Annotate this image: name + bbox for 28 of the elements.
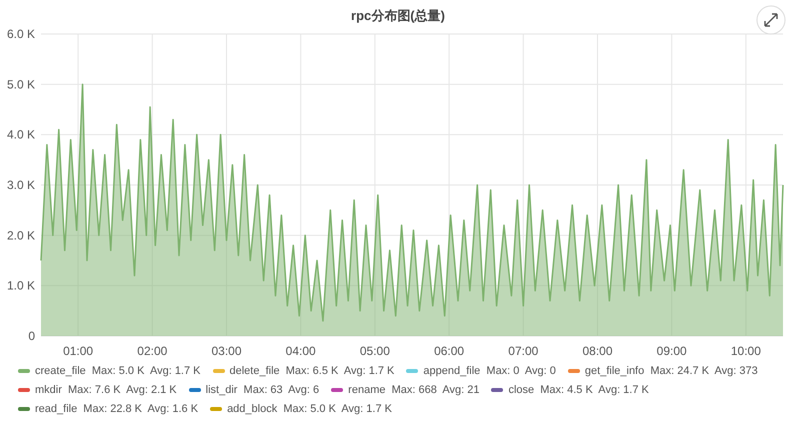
chart-title: rpc分布图(总量) (351, 8, 445, 23)
x-tick-label: 01:00 (63, 344, 94, 358)
legend-label: get_file_info Max: 24.7 K Avg: 373 (584, 364, 758, 378)
legend-label: list_dir Max: 63 Avg: 6 (206, 383, 320, 397)
x-tick-label: 03:00 (211, 344, 242, 358)
legend-label: rename Max: 668 Avg: 21 (348, 383, 480, 397)
x-tick-label: 09:00 (656, 344, 688, 358)
legend-label: create_file Max: 5.0 K Avg: 1.7 K (35, 364, 200, 378)
y-tick-label: 0 (28, 329, 36, 343)
x-tick-label: 04:00 (286, 344, 316, 358)
legend-label: add_block Max: 5.0 K Avg: 1.7 K (227, 402, 392, 416)
y-tick-label: 6.0 K (6, 27, 35, 41)
y-tick-label: 3.0 K (6, 178, 35, 192)
x-tick-label: 02:00 (137, 344, 168, 358)
x-tick-label: 05:00 (360, 344, 390, 358)
x-tick-label: 06:00 (434, 344, 464, 358)
y-tick-label: 5.0 K (6, 77, 35, 92)
legend-label: append_file Max: 0 Avg: 0 (423, 364, 556, 378)
legend-label: close Max: 4.5 K Avg: 1.7 K (508, 383, 649, 397)
x-tick-label: 08:00 (582, 344, 613, 358)
y-tick-label: 4.0 K (6, 128, 35, 142)
y-tick-label: 1.0 K (6, 278, 35, 293)
legend-label: read_file Max: 22.8 K Avg: 1.6 K (35, 402, 198, 416)
x-tick-label: 10:00 (730, 344, 762, 358)
legend-label: delete_file Max: 6.5 K Avg: 1.7 K (230, 364, 394, 378)
x-tick-label: 07:00 (508, 344, 539, 358)
legend-label: mkdir Max: 7.6 K Avg: 2.1 K (35, 383, 177, 397)
y-tick-label: 2.0 K (6, 228, 35, 242)
